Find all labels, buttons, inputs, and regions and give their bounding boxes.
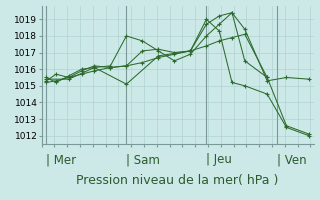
Text: | Ven: | Ven — [277, 153, 307, 166]
Text: | Jeu: | Jeu — [206, 153, 232, 166]
Text: Pression niveau de la mer( hPa ): Pression niveau de la mer( hPa ) — [76, 174, 279, 187]
Text: | Sam: | Sam — [126, 153, 160, 166]
Text: | Mer: | Mer — [46, 153, 76, 166]
